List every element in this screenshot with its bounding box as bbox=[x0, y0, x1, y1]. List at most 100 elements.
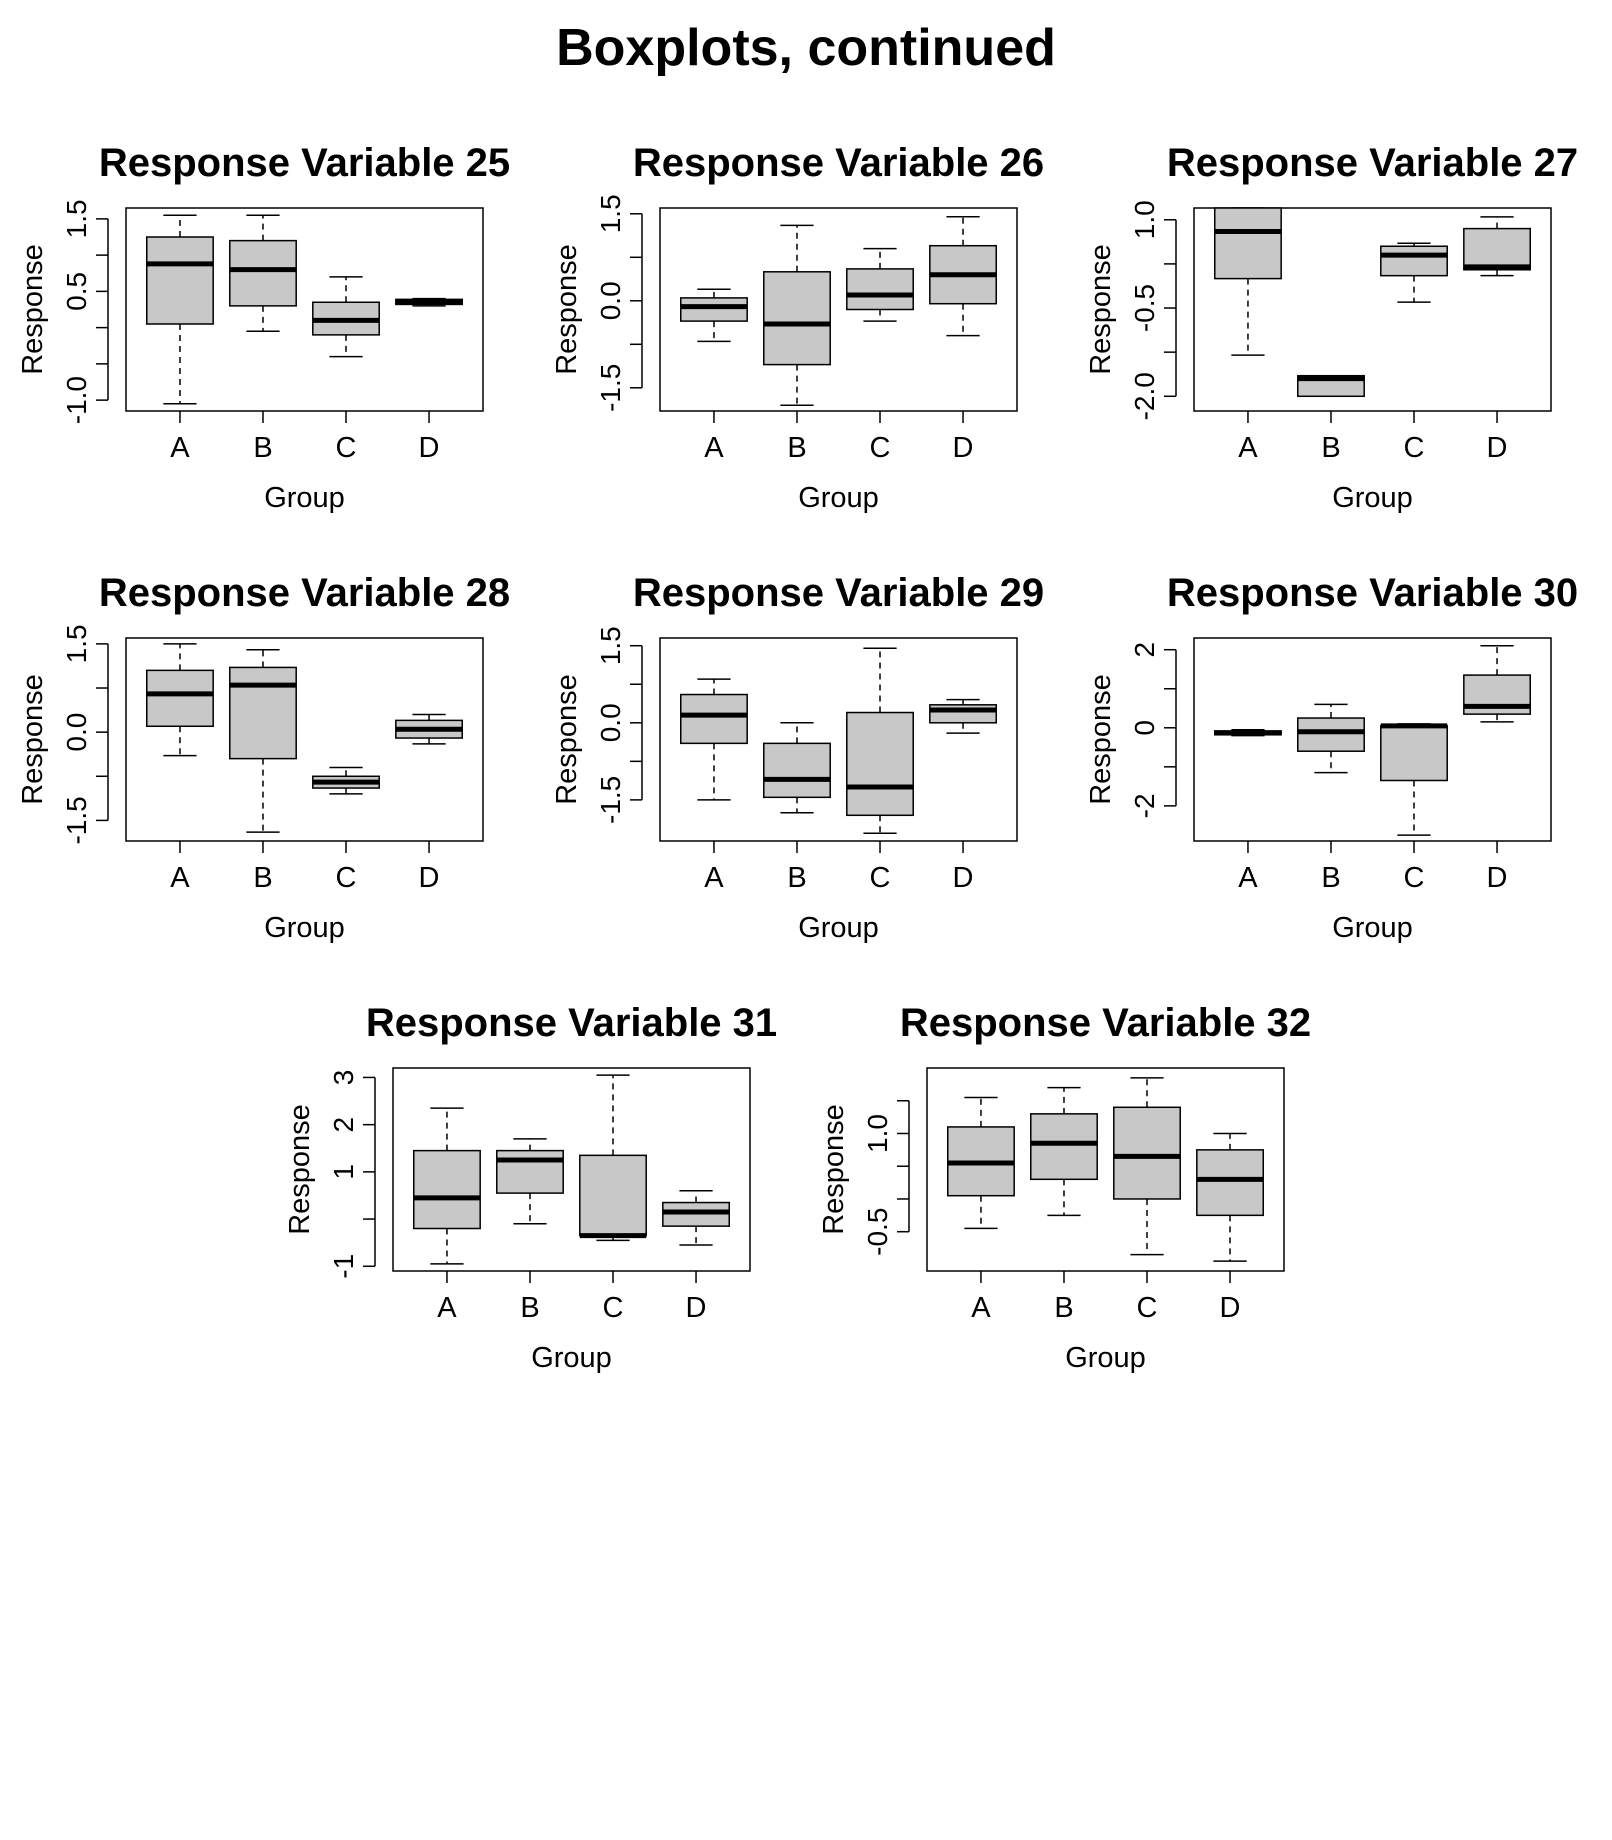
y-tick-label: 1.0 bbox=[1129, 200, 1160, 239]
plot-frame bbox=[1193, 207, 1552, 412]
box-d bbox=[1463, 645, 1531, 723]
chart-title: Response Variable 29 bbox=[633, 571, 1044, 615]
box-c bbox=[846, 247, 914, 322]
boxplot-panel: Response Variable 26 -1.5 0.0 1.5 Response A B… bbox=[551, 141, 1044, 514]
box-d bbox=[662, 1189, 730, 1246]
x-tick-label: C bbox=[870, 432, 891, 464]
y-tick-label: 1.5 bbox=[61, 624, 92, 663]
x-axis-label: Group bbox=[798, 482, 879, 514]
box-body bbox=[1214, 207, 1282, 280]
box-d bbox=[395, 297, 463, 307]
plot-frame bbox=[125, 637, 484, 842]
x-tick-label: D bbox=[953, 432, 974, 464]
box-c bbox=[579, 1074, 647, 1242]
box-b bbox=[229, 649, 297, 833]
y-tick-label: 1.0 bbox=[862, 1114, 893, 1153]
box-a bbox=[680, 678, 748, 801]
y-tick-label: -2 bbox=[1129, 793, 1160, 818]
boxplot-panel: Response Variable 27 -2.0 -0.5 1.0 Response A… bbox=[1085, 141, 1578, 514]
page-title: Boxplots, continued bbox=[556, 19, 1056, 77]
x-axis: A B C D bbox=[170, 411, 440, 464]
y-axis-label: Response bbox=[1085, 244, 1117, 375]
plot-frame bbox=[659, 207, 1018, 412]
box-c bbox=[846, 647, 914, 835]
y-axis: -1.5 0.0 1.5 bbox=[61, 624, 109, 845]
box-b bbox=[763, 224, 831, 406]
box-b bbox=[1030, 1086, 1098, 1217]
box-body bbox=[579, 1154, 647, 1237]
y-axis-label: Response bbox=[551, 244, 583, 375]
box-body bbox=[1463, 227, 1531, 271]
box-d bbox=[395, 713, 463, 745]
chart-title: Response Variable 26 bbox=[633, 141, 1044, 185]
box-c bbox=[312, 276, 380, 358]
x-axis-label: Group bbox=[1332, 912, 1413, 944]
x-tick-label: C bbox=[336, 862, 357, 894]
x-axis-label: Group bbox=[1332, 482, 1413, 514]
box-body bbox=[680, 297, 748, 322]
y-axis: -1.0 0.5 1.5 bbox=[61, 199, 109, 424]
x-axis: A B C D bbox=[704, 411, 974, 464]
box-a bbox=[1214, 728, 1282, 737]
box-body bbox=[1380, 725, 1448, 782]
x-tick-label: A bbox=[1238, 432, 1258, 464]
chart-title: Response Variable 31 bbox=[366, 1001, 777, 1045]
y-tick-label: 1.5 bbox=[595, 626, 626, 665]
plot-frame bbox=[1193, 637, 1552, 842]
y-axis: -1.5 0.0 1.5 bbox=[595, 626, 643, 824]
box-b bbox=[1297, 374, 1365, 398]
box-d bbox=[929, 698, 997, 734]
y-tick-label: -2.0 bbox=[1129, 372, 1160, 420]
box-b bbox=[763, 722, 831, 814]
y-tick-label: 0.0 bbox=[595, 703, 626, 742]
y-tick-label: 1.5 bbox=[595, 194, 626, 233]
x-tick-label: C bbox=[603, 1292, 624, 1324]
y-tick-label: 1.5 bbox=[61, 199, 92, 238]
y-tick-label: -0.5 bbox=[862, 1208, 893, 1256]
y-tick-label: 0 bbox=[1129, 720, 1160, 736]
y-axis: -1.5 0.0 1.5 bbox=[595, 194, 643, 412]
box-body bbox=[146, 669, 214, 728]
x-axis: A B C D bbox=[1238, 411, 1508, 464]
x-tick-label: C bbox=[1404, 432, 1425, 464]
x-tick-label: D bbox=[1487, 862, 1508, 894]
box-body bbox=[146, 236, 214, 325]
y-axis-label: Response bbox=[551, 674, 583, 805]
box-body bbox=[1297, 717, 1365, 752]
x-tick-label: B bbox=[1054, 1292, 1073, 1324]
plot-frame bbox=[659, 637, 1018, 842]
chart-title: Response Variable 32 bbox=[900, 1001, 1311, 1045]
x-tick-label: C bbox=[870, 862, 891, 894]
x-tick-label: B bbox=[787, 862, 806, 894]
x-axis-label: Group bbox=[798, 912, 879, 944]
x-tick-label: A bbox=[170, 862, 190, 894]
x-tick-label: A bbox=[704, 432, 724, 464]
x-tick-label: A bbox=[170, 432, 190, 464]
box-c bbox=[1380, 723, 1448, 836]
y-axis: -2 0 2 bbox=[1129, 642, 1177, 818]
y-axis: -1 1 2 3 bbox=[328, 1070, 376, 1279]
chart-title: Response Variable 30 bbox=[1167, 571, 1578, 615]
y-tick-label: -1.5 bbox=[595, 364, 626, 412]
box-a bbox=[146, 214, 214, 405]
y-tick-label: 0.0 bbox=[595, 281, 626, 320]
y-tick-label: -0.5 bbox=[1129, 284, 1160, 332]
boxplot-panel: Response Variable 29 -1.5 0.0 1.5 Response A B… bbox=[551, 571, 1044, 944]
x-axis-label: Group bbox=[264, 912, 345, 944]
y-tick-label: 1 bbox=[328, 1164, 359, 1180]
boxplot-panel: Response Variable 28 -1.5 0.0 1.5 Response A B… bbox=[17, 571, 510, 944]
x-axis-label: Group bbox=[264, 482, 345, 514]
box-body bbox=[496, 1149, 564, 1194]
box-body bbox=[846, 268, 914, 311]
box-body bbox=[1113, 1106, 1181, 1200]
plot-frame bbox=[926, 1067, 1285, 1272]
x-tick-label: B bbox=[520, 1292, 539, 1324]
box-c bbox=[1113, 1077, 1181, 1256]
box-body bbox=[1196, 1149, 1264, 1217]
boxplot-panel: Response Variable 25 -1.0 0.5 1.5 Response A B… bbox=[17, 141, 510, 514]
x-tick-label: D bbox=[1487, 432, 1508, 464]
y-tick-label: 2 bbox=[328, 1117, 359, 1133]
box-body bbox=[229, 666, 297, 760]
box-body bbox=[763, 742, 831, 799]
box-body bbox=[1380, 245, 1448, 277]
